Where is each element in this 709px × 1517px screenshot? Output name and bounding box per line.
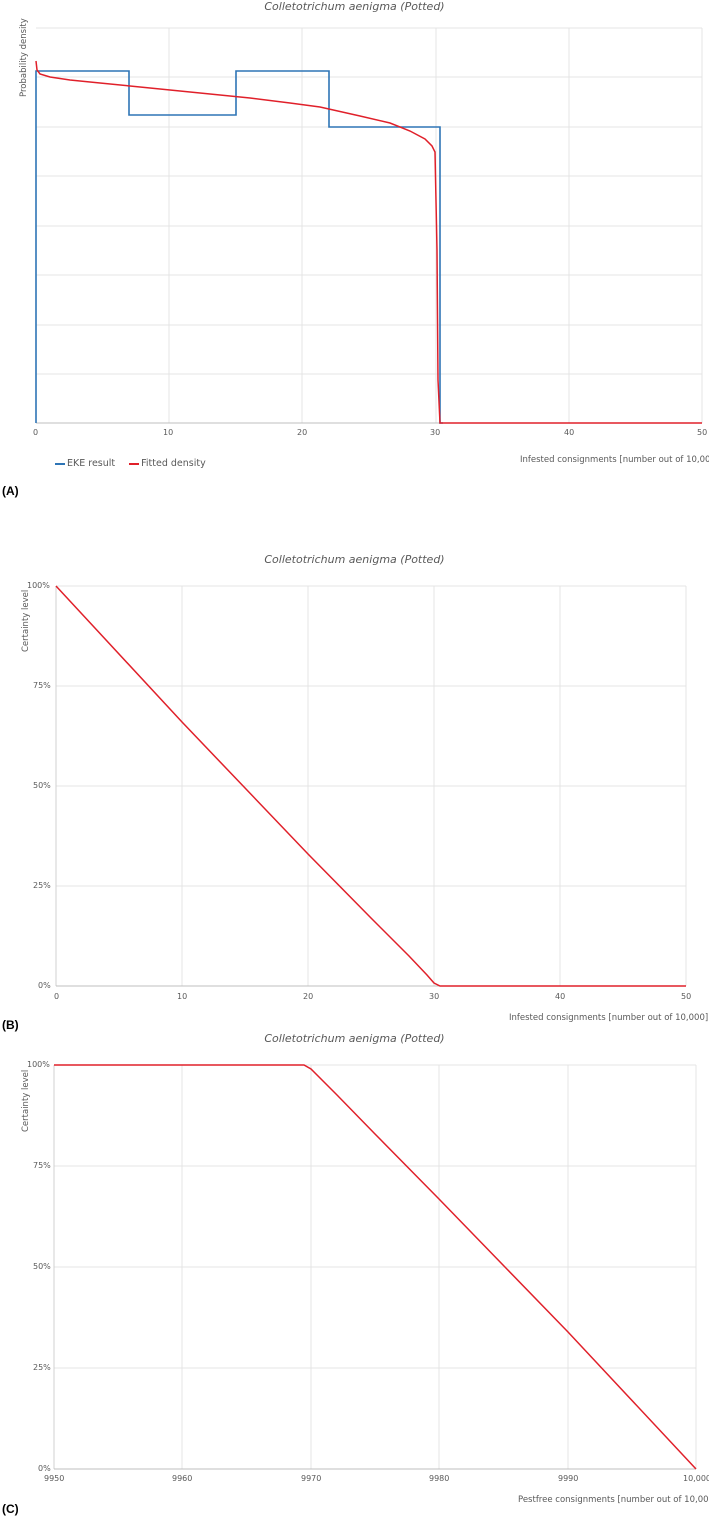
legend-item-fitted-density: Fitted density	[129, 458, 206, 469]
chart-a-x-tick: 30	[430, 428, 441, 437]
chart-c-y-tick: 25%	[33, 1363, 51, 1372]
chart-a-legend: EKE result Fitted density	[55, 458, 206, 469]
chart-b-title: Colletotrichum aenigma (Potted)	[264, 553, 445, 566]
chart-b-y-tick: 75%	[33, 681, 51, 690]
eke-result-series	[35, 70, 443, 424]
chart-a-title: Colletotrichum aenigma (Potted)	[264, 0, 445, 13]
chart-b-x-tick: 30	[429, 992, 440, 1001]
chart-c-y-tick: 75%	[33, 1161, 51, 1170]
chart-b-x-tick: 40	[555, 992, 566, 1001]
chart-b-y-tick: 50%	[33, 781, 51, 790]
chart-c-title: Colletotrichum aenigma (Potted)	[264, 1032, 445, 1045]
chart-b-y-tick: 0%	[38, 981, 51, 990]
chart-c-x-axis-label: Pestfree consignments [number out of 10,…	[518, 1495, 709, 1505]
chart-b-y-tick: 25%	[33, 881, 51, 890]
legend-item-eke-result: EKE result	[55, 458, 115, 469]
certainty-series-b	[55, 585, 686, 987]
chart-a-x-tick: 0	[33, 428, 39, 437]
chart-b-x-tick: 0	[54, 992, 60, 1001]
chart-a-x-axis-label: Infested consignments [number out of 10,…	[520, 455, 709, 465]
chart-b-plot	[55, 585, 687, 987]
chart-c-x-tick: 9990	[558, 1474, 579, 1483]
chart-c-y-tick: 0%	[38, 1464, 51, 1473]
chart-b-y-tick: 100%	[27, 581, 50, 590]
chart-b-x-tick: 50	[681, 992, 692, 1001]
chart-a-x-tick: 20	[297, 428, 308, 437]
chart-c-x-tick: 9970	[301, 1474, 322, 1483]
chart-a-x-tick: 10	[163, 428, 174, 437]
chart-b-x-tick: 20	[303, 992, 314, 1001]
panel-label-b: (B)	[2, 1018, 19, 1032]
chart-c-y-tick: 50%	[33, 1262, 51, 1271]
chart-c-x-tick: 10,000	[683, 1474, 709, 1483]
chart-c-y-tick: 100%	[27, 1060, 50, 1069]
chart-b-x-tick: 10	[177, 992, 188, 1001]
chart-a-x-tick: 40	[564, 428, 575, 437]
certainty-series-c	[54, 1064, 697, 1470]
fitted-density-series	[35, 60, 702, 424]
chart-a-x-tick: 50	[697, 428, 708, 437]
chart-c-x-tick: 9950	[44, 1474, 65, 1483]
chart-a-plot	[35, 27, 703, 424]
chart-c-x-tick: 9980	[429, 1474, 450, 1483]
panel-label-a: (A)	[2, 484, 19, 498]
chart-c-x-tick: 9960	[172, 1474, 193, 1483]
panel-label-c: (C)	[2, 1502, 19, 1516]
chart-b-x-axis-label: Infested consignments [number out of 10,…	[509, 1013, 709, 1023]
